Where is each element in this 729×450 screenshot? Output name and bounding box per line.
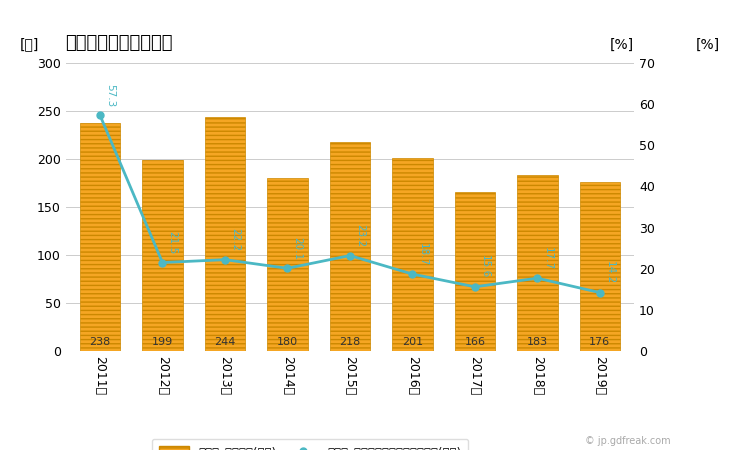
Bar [580, 182, 620, 351]
Bar [79, 122, 120, 351]
Bar [455, 192, 495, 351]
Text: 199: 199 [152, 337, 173, 347]
Text: 18.7: 18.7 [418, 243, 427, 266]
Bar [330, 142, 370, 351]
Text: [%]: [%] [695, 37, 720, 51]
Text: 21.5: 21.5 [168, 231, 177, 254]
Text: [棟]: [棟] [20, 37, 39, 51]
Bar [142, 160, 183, 351]
Text: 183: 183 [527, 337, 548, 347]
Text: 180: 180 [277, 337, 298, 347]
Text: 244: 244 [214, 337, 235, 347]
Text: 22.2: 22.2 [230, 228, 240, 252]
Text: 176: 176 [589, 337, 610, 347]
Text: 17.7: 17.7 [542, 247, 553, 270]
Text: 産業用建築物数の推移: 産業用建築物数の推移 [66, 34, 173, 52]
Text: © jp.gdfreak.com: © jp.gdfreak.com [585, 436, 671, 446]
Text: 20.1: 20.1 [292, 237, 303, 260]
Bar [205, 117, 245, 351]
Text: [%]: [%] [610, 37, 634, 51]
Legend: 産業用_建築物数(左軸), 産業用_全建築物数にしめるシェア(右軸): 産業用_建築物数(左軸), 産業用_全建築物数にしめるシェア(右軸) [152, 439, 468, 450]
Bar [267, 178, 308, 351]
Text: 57.3: 57.3 [105, 84, 115, 107]
Text: 201: 201 [402, 337, 423, 347]
Text: 14.2: 14.2 [605, 261, 615, 284]
Text: 218: 218 [339, 337, 361, 347]
Text: 15.6: 15.6 [480, 255, 490, 279]
Text: 238: 238 [90, 337, 111, 347]
Bar [392, 158, 433, 351]
Text: 166: 166 [464, 337, 486, 347]
Bar [517, 176, 558, 351]
Text: 23.2: 23.2 [355, 224, 365, 248]
